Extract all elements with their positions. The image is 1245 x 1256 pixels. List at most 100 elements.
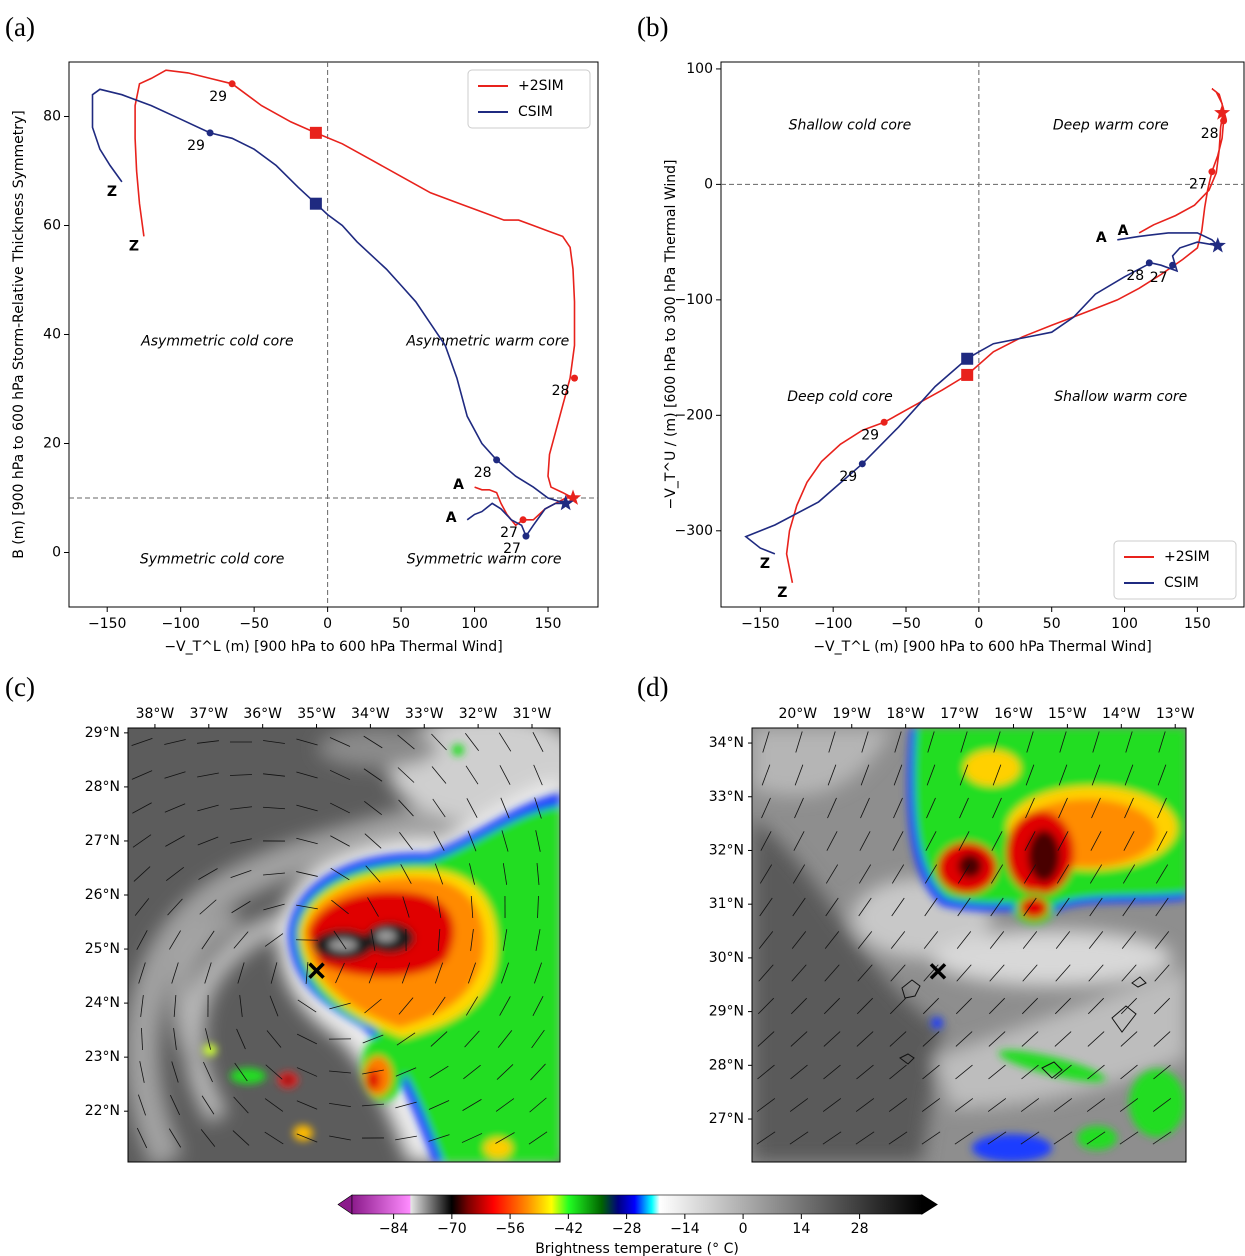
wind-vector bbox=[1121, 931, 1137, 949]
wind-vector bbox=[199, 899, 217, 915]
wind-vector bbox=[1157, 764, 1167, 786]
wind-vector bbox=[828, 731, 836, 753]
wind-vector bbox=[859, 831, 871, 851]
wind-vector bbox=[364, 800, 382, 816]
wind-vector bbox=[1124, 797, 1134, 819]
quadrant-label: Deep cold core bbox=[787, 389, 892, 405]
star-marker bbox=[564, 489, 582, 505]
lat-label: 27°N bbox=[709, 1111, 744, 1127]
wind-vector bbox=[396, 1032, 416, 1046]
wind-vector bbox=[1158, 731, 1166, 753]
lat-label: 28°N bbox=[709, 1057, 744, 1073]
wind-vector bbox=[1020, 1131, 1040, 1145]
wind-vector bbox=[993, 731, 1001, 753]
wind-vector bbox=[960, 731, 968, 753]
wind-vector bbox=[756, 1098, 776, 1112]
wind-vector bbox=[1153, 997, 1171, 1015]
wind-vector bbox=[955, 1031, 973, 1047]
wind-vector bbox=[498, 732, 512, 752]
wind-vector bbox=[987, 1098, 1007, 1112]
wind-vector bbox=[758, 964, 774, 982]
wind-vector bbox=[760, 831, 772, 851]
wind-vector bbox=[434, 962, 444, 984]
wind-vector bbox=[1021, 997, 1039, 1015]
wind-vector bbox=[134, 898, 150, 916]
wind-vector bbox=[824, 964, 840, 982]
colorbar-tick-label: −70 bbox=[437, 1221, 467, 1237]
wind-vector bbox=[229, 774, 253, 776]
wind-vector bbox=[434, 863, 444, 885]
wind-vector bbox=[857, 964, 873, 982]
x-axis-label: −V_T^L (m) [900 hPa to 600 hPa Thermal W… bbox=[164, 639, 502, 655]
wind-vector bbox=[234, 1062, 248, 1082]
wind-vector bbox=[296, 871, 318, 877]
wind-vector bbox=[168, 1128, 182, 1148]
wind-vector bbox=[431, 766, 447, 784]
lon-label: 13°W bbox=[1156, 706, 1195, 722]
wind-vector bbox=[1059, 731, 1067, 753]
wind-vector bbox=[230, 838, 252, 844]
wind-vector bbox=[330, 867, 350, 881]
wind-vector bbox=[790, 1031, 808, 1047]
y-tick-label: −100 bbox=[675, 292, 713, 308]
lon-label: 16°W bbox=[994, 706, 1033, 722]
wind-vector bbox=[956, 964, 972, 982]
wind-vector bbox=[296, 771, 318, 779]
day-marker bbox=[228, 80, 236, 88]
lat-label: 26°N bbox=[85, 887, 120, 903]
colorbar-tick-label: −28 bbox=[612, 1221, 642, 1237]
wind-vector bbox=[201, 930, 215, 950]
wind-vector bbox=[203, 1061, 213, 1083]
lon-label: 14°W bbox=[1102, 706, 1141, 722]
legend-label: +2SIM bbox=[1164, 549, 1210, 565]
wind-vector bbox=[236, 1028, 246, 1050]
wind-vector bbox=[1121, 964, 1137, 982]
wind-vector bbox=[921, 1131, 941, 1145]
quadrant-label: Asymmetric warm core bbox=[405, 334, 569, 350]
wind-vector bbox=[231, 900, 251, 914]
wind-vector bbox=[1022, 964, 1038, 982]
wind-vector bbox=[1023, 897, 1037, 917]
wind-vector bbox=[1119, 1098, 1139, 1112]
panel-label: (a) bbox=[5, 12, 35, 42]
wind-vector bbox=[825, 897, 839, 917]
wind-vector bbox=[1119, 1131, 1139, 1145]
wind-vector bbox=[173, 995, 177, 1017]
wind-vector bbox=[860, 797, 870, 819]
quadrant-label: Shallow cold core bbox=[789, 118, 912, 134]
wind-vector bbox=[296, 1100, 318, 1110]
wind-vector bbox=[1086, 1131, 1106, 1145]
wind-vector bbox=[138, 1094, 146, 1116]
lon-label: 31°W bbox=[513, 706, 552, 722]
wind-vector bbox=[890, 931, 906, 949]
wind-vector bbox=[959, 764, 969, 786]
wind-vector bbox=[131, 738, 153, 746]
wind-vector bbox=[139, 1061, 145, 1083]
wind-vector bbox=[1054, 1031, 1072, 1047]
wind-vector bbox=[432, 996, 446, 1016]
wind-vector bbox=[758, 931, 774, 949]
wind-vector bbox=[992, 797, 1002, 819]
day-marker bbox=[858, 460, 866, 468]
wind-vector bbox=[988, 997, 1006, 1015]
wind-vector bbox=[296, 904, 318, 910]
panel-label: (b) bbox=[637, 12, 668, 42]
legend-label: CSIM bbox=[518, 104, 553, 120]
wind-vector bbox=[756, 1131, 776, 1145]
wind-vector bbox=[1089, 864, 1103, 884]
wind-vector bbox=[757, 997, 775, 1015]
colorbar-tick-label: −56 bbox=[495, 1221, 525, 1237]
wind-vector bbox=[431, 733, 447, 751]
wind-vector bbox=[233, 1096, 249, 1114]
wind-vector bbox=[167, 898, 183, 916]
x-tick-label: −100 bbox=[814, 616, 852, 632]
wind-vector bbox=[264, 933, 284, 947]
satellite-image bbox=[128, 728, 560, 1162]
wind-vector bbox=[269, 995, 279, 1017]
wind-vector bbox=[990, 864, 1004, 884]
wind-vector bbox=[138, 962, 146, 984]
wind-vector bbox=[1154, 931, 1170, 949]
day-label: 27 bbox=[1150, 270, 1168, 286]
wind-vector bbox=[855, 1098, 875, 1112]
